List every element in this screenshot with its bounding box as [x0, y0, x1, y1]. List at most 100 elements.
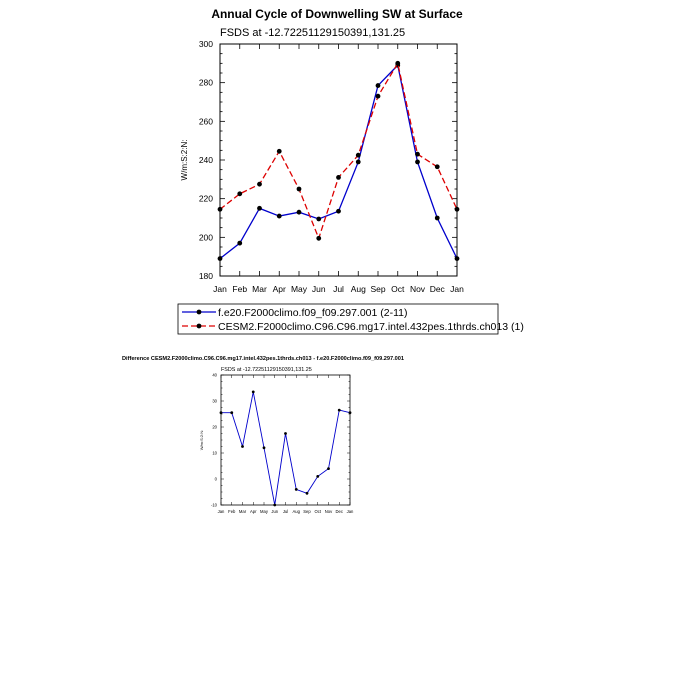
x-tick-label: Oct — [391, 284, 405, 294]
series-1-point — [241, 445, 244, 448]
chart-1-title: Annual Cycle of Downwelling SW at Surfac… — [211, 7, 463, 21]
x-tick-label: Mar — [239, 509, 247, 514]
series-1-point — [251, 390, 255, 394]
series-1-point — [217, 256, 223, 261]
x-tick-label: Feb — [228, 509, 236, 514]
x-tick-label: May — [291, 284, 308, 294]
series-2-point — [217, 206, 223, 212]
series-2-point — [276, 148, 282, 154]
chart-1-x-axis: Jan Feb Mar Apr May Jun Jul Aug Sep Oct Nov Dec Jan — [213, 44, 464, 294]
x-tick-label: Dec — [336, 509, 343, 514]
series-1-point — [355, 159, 361, 165]
series-line-1 — [221, 391, 351, 506]
series-1-point — [284, 432, 287, 435]
chart-2-y-axis: -10 0 10 20 30 40 — [211, 372, 350, 507]
x-tick-label: Mar — [252, 284, 267, 294]
x-tick-label: Dec — [430, 284, 446, 294]
series-1-point — [257, 205, 262, 211]
y-tick-label: 0 — [215, 476, 218, 481]
x-tick-label: Jun — [312, 284, 326, 294]
chart-2-x-axis: Jan Feb Mar Apr May Jun Jul Aug Sep Oct Nov Dec Jan — [218, 375, 354, 514]
x-tick-label: Jan — [213, 284, 227, 294]
series-2-point — [296, 186, 302, 192]
x-tick-label: Aug — [293, 509, 301, 514]
series-1-point — [237, 240, 243, 246]
series-1-point — [273, 503, 277, 507]
y-tick-label: 220 — [199, 194, 213, 204]
x-tick-label: Nov — [410, 284, 426, 294]
series-1-point — [348, 411, 352, 415]
x-tick-label: Jul — [333, 284, 344, 294]
series-1-point — [454, 256, 460, 261]
series-1-point — [375, 83, 381, 88]
y-tick-label: 30 — [212, 398, 217, 403]
y-tick-label: 10 — [212, 450, 217, 455]
legend-label-series-1: f.e20.F2000climo.f09_f09.297.001 (2-11) — [218, 307, 408, 319]
series-2-point — [316, 235, 322, 241]
chart-2-ylabel: W/m:S:2:N: — [199, 430, 204, 450]
y-tick-label: 240 — [199, 155, 213, 165]
series-line-1 — [219, 63, 458, 260]
y-tick-label: 20 — [212, 424, 217, 429]
chart-1-series-layer — [217, 60, 460, 261]
chart-2-series-layer — [219, 390, 352, 507]
x-tick-label: May — [260, 509, 269, 514]
series-2-point — [257, 181, 262, 187]
series-1-point — [219, 411, 223, 415]
series-1-point — [415, 159, 420, 165]
x-tick-label: Aug — [351, 284, 366, 294]
chart-2-title: Difference CESM2.F2000climo.C96.C96.mg17… — [122, 356, 404, 362]
y-tick-label: 280 — [199, 78, 213, 88]
chart-2-subtitle: FSDS at -12.72251129150391,131.25 — [221, 367, 312, 373]
series-1-point — [337, 408, 341, 412]
y-tick-label: 180 — [199, 271, 213, 281]
x-tick-label: Jan — [450, 284, 464, 294]
chart-2: Difference CESM2.F2000climo.C96.C96.mg17… — [122, 356, 404, 514]
series-1-point — [230, 411, 234, 415]
series-1-point — [316, 475, 320, 478]
chart-1: Annual Cycle of Downwelling SW at Surfac… — [177, 7, 524, 335]
series-2-point — [375, 93, 381, 99]
chart-1-ylabel: W/m:S:2:N: — [180, 140, 189, 181]
x-tick-label: Sep — [370, 284, 385, 294]
series-1-point — [276, 213, 282, 219]
y-tick-label: 260 — [199, 116, 213, 126]
x-tick-label: Oct — [314, 509, 321, 514]
x-tick-label: Nov — [325, 509, 333, 514]
chart-1-y-axis: 180 200 220 240 260 280 300 — [199, 39, 457, 281]
x-tick-label: Jan — [347, 509, 354, 514]
series-2-point — [355, 152, 361, 158]
series-1-point — [294, 488, 298, 491]
series-2-point — [237, 191, 243, 197]
chart-1-legend-box — [177, 303, 499, 335]
series-1-point — [434, 215, 440, 221]
series-1-point — [327, 467, 330, 470]
x-tick-label: Jun — [271, 509, 278, 514]
series-2-point — [415, 151, 420, 157]
series-2-point — [454, 206, 460, 212]
series-1-point — [262, 446, 266, 450]
series-1-point — [305, 491, 309, 495]
legend-label-series-2: CESM2.F2000climo.C96.C96.mg17.intel.432p… — [218, 321, 524, 333]
x-tick-label: Apr — [250, 509, 257, 514]
x-tick-label: Sep — [303, 509, 311, 514]
legend-marker-series-1 — [196, 309, 202, 315]
x-tick-label: Feb — [232, 284, 247, 294]
series-2-point — [336, 175, 341, 180]
series-2-point — [434, 164, 440, 170]
x-tick-label: Jan — [218, 509, 225, 514]
legend-marker-series-2 — [196, 323, 202, 329]
y-tick-label: -10 — [211, 502, 218, 507]
series-1-point — [296, 209, 302, 215]
x-tick-label: Apr — [273, 284, 286, 294]
x-tick-label: Jul — [283, 509, 288, 514]
y-tick-label: 300 — [199, 39, 213, 49]
y-tick-label: 200 — [199, 232, 213, 242]
series-1-point — [336, 208, 341, 214]
chart-1-subtitle: FSDS at -12.72251129150391,131.25 — [220, 27, 405, 39]
y-tick-label: 40 — [212, 372, 217, 377]
series-2-point — [395, 60, 401, 66]
chart-1-plot-frame — [219, 43, 458, 277]
series-1-point — [316, 216, 322, 222]
